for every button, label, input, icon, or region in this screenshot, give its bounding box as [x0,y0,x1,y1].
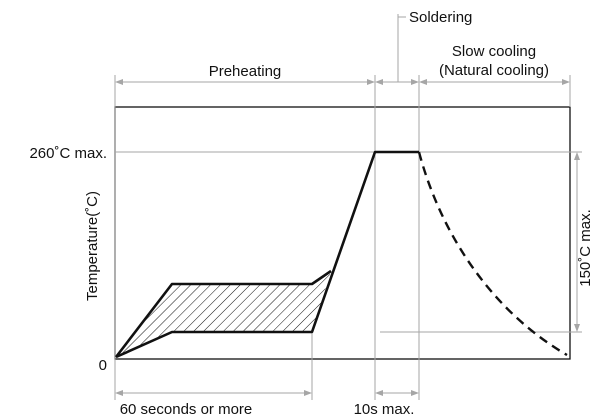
preheating-label: Preheating [209,63,282,80]
preheat-time-arrow-right [304,390,312,396]
cooling-drop-arrow-bottom [574,324,580,332]
soldering-leader [397,16,406,28]
preheat-time-label: 60 seconds or more [120,401,253,418]
natural-cooling-label: (Natural cooling) [439,62,549,79]
cooling-drop-label: 150˚C max. [577,209,594,287]
origin-label: 0 [99,357,107,374]
preheat-arrow-right [367,79,375,85]
natural-cooling-curve [417,151,568,357]
preheat-upper-bound [114,269,332,358]
soldering-time-arrow-left [375,390,383,396]
cooling-drop-arrow-top [574,152,580,160]
preheat-arrow-left [115,79,123,85]
preheat-time-arrow-left [115,390,123,396]
slow-cooling-label: Slow cooling [452,43,536,60]
preheat-hatched-region [118,271,331,356]
soldering-time-label: 10s max. [354,401,415,418]
cooling-arrow-right [562,79,570,85]
peak-temp-label: 260˚C max. [29,145,107,162]
soldering-time-arrow-right [411,390,419,396]
soldering-arrow-right [411,79,419,85]
cooling-arrow-left [419,79,427,85]
y-axis-label: Temperature(˚C) [84,191,101,301]
soldering-label: Soldering [409,9,472,26]
soldering-profile [115,150,419,359]
soldering-arrow-left [375,79,383,85]
